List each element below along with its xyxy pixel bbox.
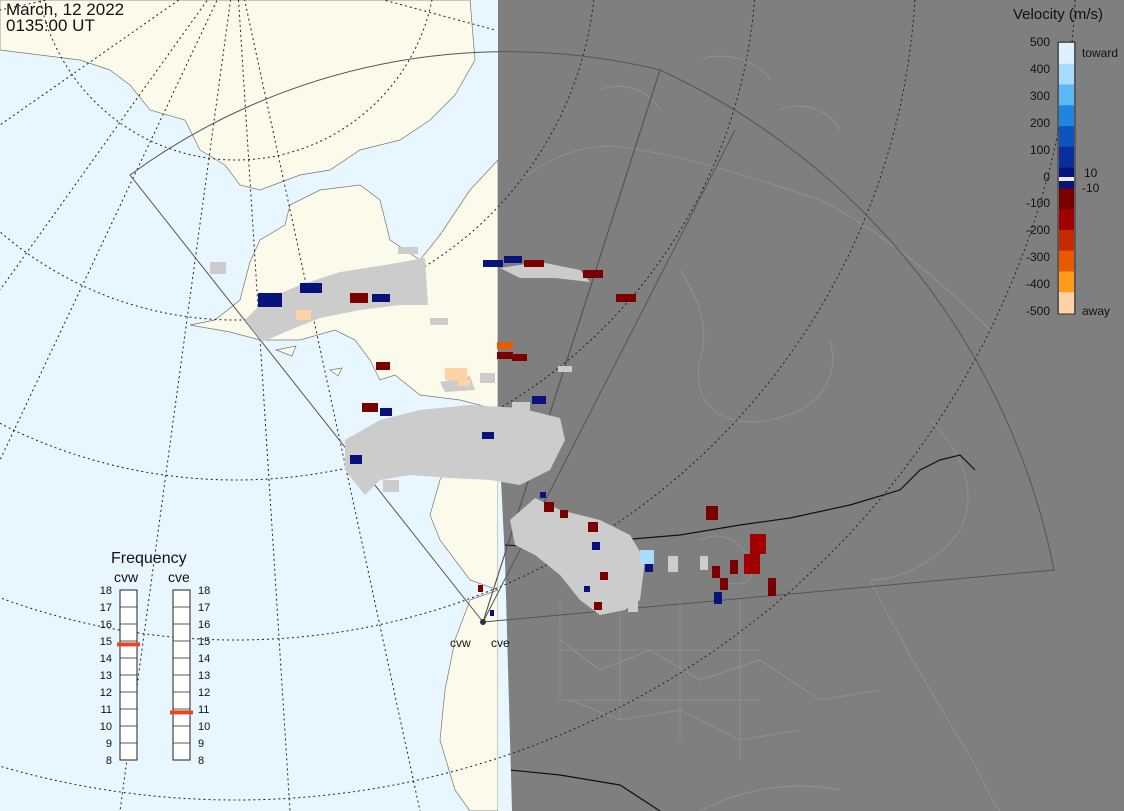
siberia-coast	[0, 0, 476, 191]
frequency-tick-right: 18	[198, 585, 211, 597]
night-coast-hudson	[679, 269, 833, 423]
frequency-tick-left: 16	[99, 619, 112, 631]
frequency-tick-left: 15	[99, 636, 112, 648]
colorbar-swatch	[1059, 126, 1074, 148]
frequency-tick-left: 13	[99, 670, 112, 682]
colorbar-tick: 400	[1029, 62, 1050, 76]
frequency-tick-right: 8	[198, 755, 205, 767]
colorbar-tick: -100	[1025, 196, 1050, 210]
colorbar-zero-band	[1059, 177, 1074, 181]
frequency-box-cvw	[117, 589, 140, 761]
night-coast-labrador	[869, 419, 969, 581]
colorbar-swatch	[1059, 146, 1074, 169]
colorbar-swatch	[1059, 188, 1074, 210]
colorbar-swatch	[1059, 209, 1074, 231]
frequency-marker-cve	[170, 710, 193, 715]
colorbar-tick: -400	[1025, 277, 1050, 291]
frequency-tick-right: 14	[198, 653, 211, 665]
colorbar-swatch	[1059, 63, 1074, 86]
velocity-cells	[258, 256, 776, 616]
site-label-cvw: cvw	[450, 636, 471, 650]
night-coast-gulf	[699, 785, 841, 811]
mexico-border	[509, 769, 661, 811]
colorbar-tick: 100	[1029, 143, 1050, 157]
night-coast-east-us	[869, 579, 1001, 811]
colorbar-tick: 300	[1029, 89, 1050, 103]
colorbar-toward-label: toward	[1082, 46, 1119, 60]
night-coast-arctic	[519, 145, 991, 331]
colorbar-tick: -300	[1025, 250, 1050, 264]
frequency-tick-right: 10	[198, 721, 211, 733]
meridians	[0, 0, 496, 811]
colorbar-swatch	[1059, 84, 1074, 106]
frequency-tick-left: 11	[100, 704, 112, 716]
frequency-tick-left: 8	[105, 755, 112, 767]
colorbar-tick: 500	[1029, 35, 1050, 49]
us-west-coast	[439, 589, 498, 811]
colorbar-swatch	[1059, 271, 1074, 293]
frequency-tick-right: 12	[198, 687, 211, 699]
radar-sites	[480, 619, 486, 625]
fov-cvw	[129, 51, 661, 624]
night-islands	[599, 55, 841, 131]
colorbar-tick: -10	[1082, 181, 1100, 195]
frequency-tick-left: 18	[99, 585, 112, 597]
colorbar-away-label: away	[1082, 304, 1111, 318]
frequency-tick-right: 16	[198, 619, 211, 631]
frequency-panel	[117, 589, 193, 761]
island-2	[329, 367, 343, 377]
ground-scatter	[210, 247, 708, 615]
colorbar-tick: -500	[1025, 304, 1050, 318]
island-1	[274, 345, 297, 357]
site-label-cve: cve	[491, 636, 510, 650]
velocity-colorbar	[1057, 41, 1076, 315]
frequency-tick-right: 13	[198, 670, 211, 682]
frequency-tick-left: 17	[99, 602, 112, 614]
colorbar-swatch	[1059, 105, 1074, 127]
frequency-radar-cve: cve	[168, 569, 190, 585]
frequency-radar-cvw: cvw	[114, 569, 139, 585]
colorbar-tick: 0	[1043, 170, 1050, 184]
frequency-tick-left: 10	[99, 721, 112, 733]
frequency-tick-left: 12	[99, 687, 112, 699]
frequency-tick-left: 9	[105, 738, 112, 750]
colorbar-tick: -200	[1025, 223, 1050, 237]
colorbar-tick: 200	[1029, 116, 1050, 130]
state-lines	[559, 600, 760, 760]
frequency-tick-right: 11	[198, 704, 210, 716]
colorbar-swatch	[1059, 250, 1074, 272]
night-terminator	[498, 0, 1124, 811]
frequency-box-cve	[170, 589, 193, 761]
time-label: 0135:00 UT	[6, 16, 95, 35]
frequency-tick-right: 15	[198, 636, 211, 648]
fov-cve	[482, 69, 1055, 623]
frequency-tick-right: 17	[198, 602, 211, 614]
colorbar-swatch	[1059, 43, 1074, 65]
date-label: March, 12 2022	[6, 0, 125, 19]
colorbar-swatch	[1059, 229, 1074, 252]
night-border-1	[559, 639, 881, 701]
site-marker-cvw	[480, 619, 486, 625]
frequency-tick-right: 9	[198, 738, 205, 750]
colorbar-tick: 10	[1084, 166, 1098, 180]
colorbar-title: Velocity (m/s)	[1013, 6, 1104, 23]
latitude-circles	[0, 0, 1076, 801]
frequency-marker-cvw	[117, 642, 140, 647]
frequency-title: Frequency	[111, 550, 187, 567]
colorbar-swatch	[1059, 292, 1074, 314]
frequency-tick-left: 14	[99, 653, 112, 665]
